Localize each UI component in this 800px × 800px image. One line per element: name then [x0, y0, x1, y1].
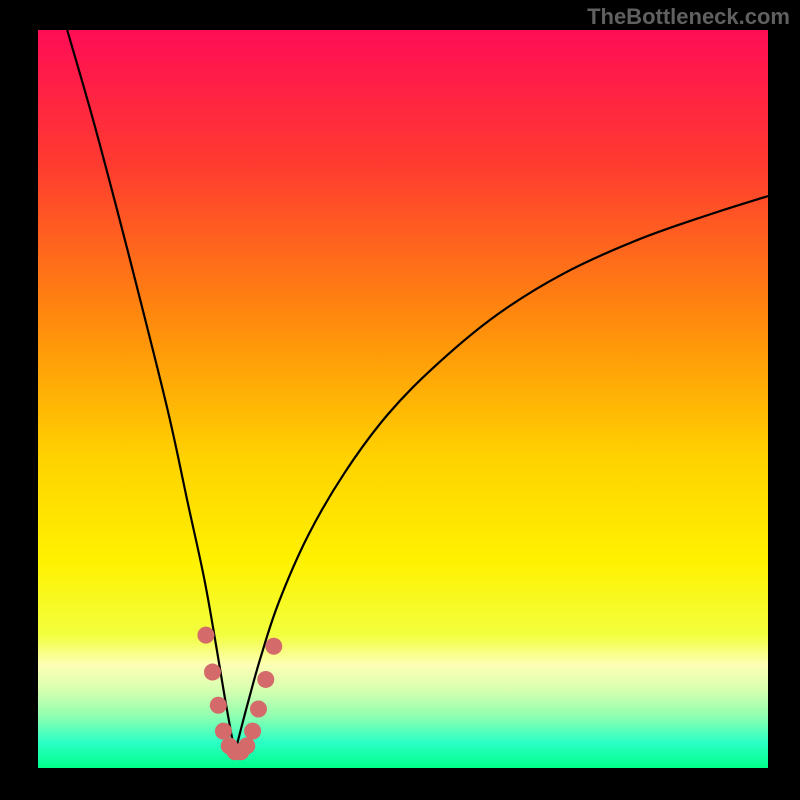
- curve-marker: [210, 697, 227, 714]
- chart-container: [38, 30, 768, 768]
- curve-marker: [215, 723, 232, 740]
- curve-marker: [197, 627, 214, 644]
- curve-marker: [244, 723, 261, 740]
- watermark-text: TheBottleneck.com: [587, 4, 790, 30]
- curve-marker: [250, 700, 267, 717]
- curve-marker: [204, 664, 221, 681]
- curve-marker: [265, 638, 282, 655]
- curve-marker: [238, 737, 255, 754]
- chart-svg: [38, 30, 768, 768]
- curve-marker: [257, 671, 274, 688]
